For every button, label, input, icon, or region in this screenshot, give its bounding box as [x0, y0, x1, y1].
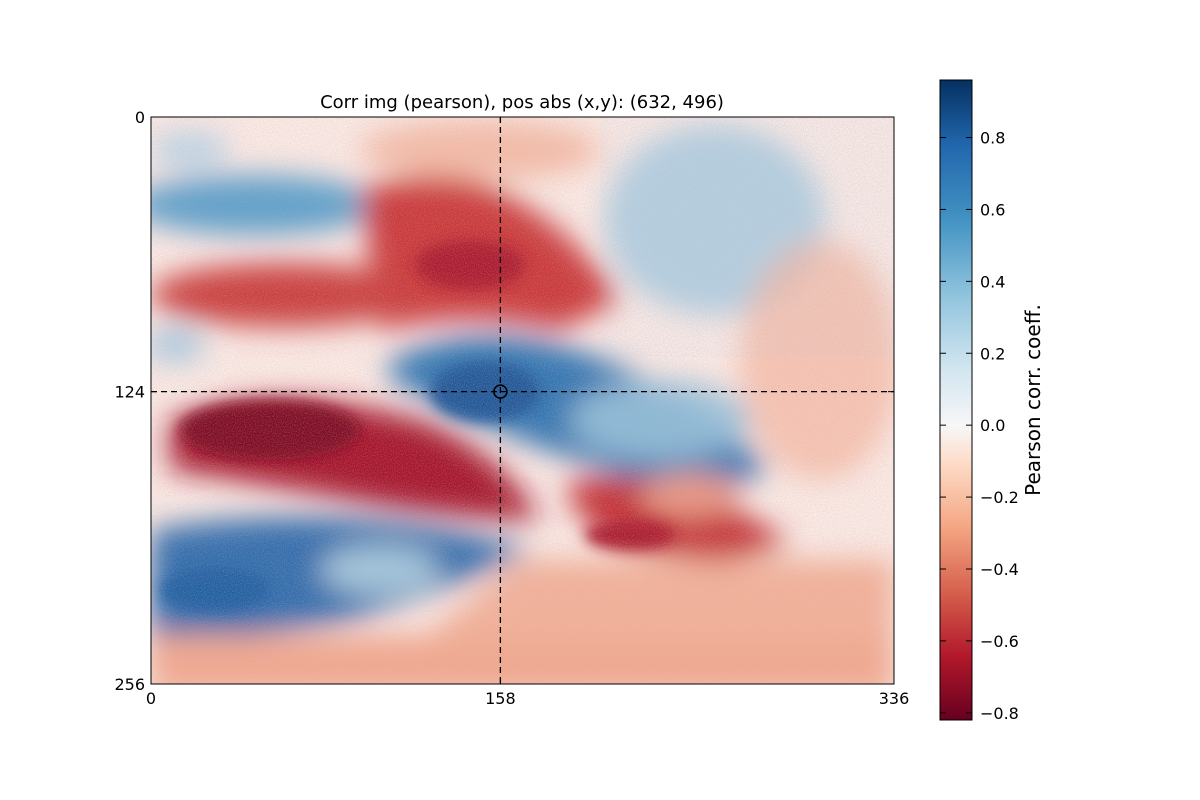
- plot-frame: [150, 116, 895, 685]
- colorbar-tick-label: 0.8: [980, 129, 1005, 148]
- x-tick-label: 336: [879, 689, 910, 708]
- colorbar-tick-label: −0.2: [980, 488, 1019, 507]
- chart-title: Corr img (pearson), pos abs (x,y): (632,…: [320, 92, 724, 113]
- colorbar-tick-label: 0.0: [980, 416, 1005, 435]
- colorbar-gradient: [939, 79, 973, 721]
- x-tick-label: 0: [146, 689, 156, 708]
- y-tick-label: 0: [135, 108, 145, 127]
- position-marker: [493, 384, 508, 399]
- colorbar: −0.8 −0.6 −0.4 −0.2 0.0 0.2 0.4 0.6 0.8 Pearson …: [939, 79, 1045, 723]
- colorbar-tick-label: 0.4: [980, 272, 1005, 291]
- colorbar-tick-label: 0.6: [980, 200, 1005, 219]
- heatmap-plot: [151, 117, 894, 684]
- colorbar-label: Pearson corr. coeff.: [1021, 304, 1045, 496]
- colorbar-tick-label: 0.2: [980, 344, 1005, 363]
- colorbar-tick-label: −0.6: [980, 632, 1019, 651]
- colorbar-tick-label: −0.4: [980, 560, 1019, 579]
- colorbar-tick-label: −0.8: [980, 704, 1019, 723]
- axes: 0 158 336 0 124 256: [114, 108, 909, 708]
- x-tick-label: 158: [485, 689, 516, 708]
- y-tick-label: 256: [114, 675, 145, 694]
- y-tick-label: 124: [114, 383, 145, 402]
